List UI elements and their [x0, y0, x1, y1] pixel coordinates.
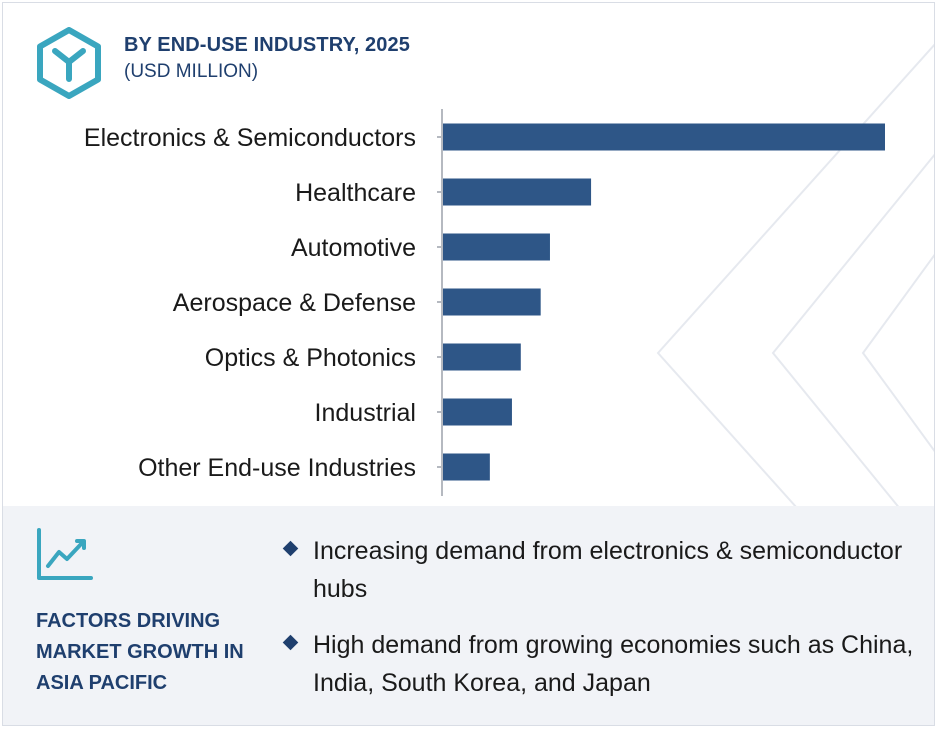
factor-text: Increasing demand from electronics & sem…: [313, 537, 903, 603]
chart-subtitle: (USD MILLION): [124, 61, 259, 82]
category-label: Automotive: [291, 234, 416, 262]
category-label: Industrial: [315, 399, 416, 427]
bar-chart: Electronics & Semiconductors Healthcare Au…: [84, 109, 885, 496]
category-label: Optics & Photonics: [205, 344, 416, 372]
category-label: Other End-use Industries: [138, 454, 416, 482]
bar: [443, 288, 541, 316]
bar: [443, 178, 592, 206]
factor-text: High demand from growing economies such …: [313, 631, 914, 697]
factors-list: Increasing demand from electronics & sem…: [282, 532, 923, 720]
factor-item: High demand from growing economies such …: [282, 626, 923, 702]
category-label: Aerospace & Defense: [173, 289, 416, 317]
hexagon-y-logo-icon: [37, 27, 101, 99]
line-chart-icon: [37, 528, 93, 580]
category-label: Healthcare: [295, 179, 416, 207]
chart-title: BY END-USE INDUSTRY, 2025: [124, 34, 410, 56]
bar: [443, 453, 490, 481]
bar: [443, 123, 885, 151]
diamond-bullet-icon: [282, 540, 299, 557]
diamond-bullet-icon: [282, 634, 299, 651]
bar: [443, 233, 550, 261]
factors-panel: FACTORS DRIVING MARKET GROWTH IN ASIA PA…: [3, 506, 934, 725]
bar: [443, 343, 521, 371]
category-label: Electronics & Semiconductors: [84, 124, 416, 152]
factor-item: Increasing demand from electronics & sem…: [282, 532, 923, 608]
bar: [443, 398, 512, 426]
factors-heading: FACTORS DRIVING MARKET GROWTH IN ASIA PA…: [36, 610, 244, 694]
